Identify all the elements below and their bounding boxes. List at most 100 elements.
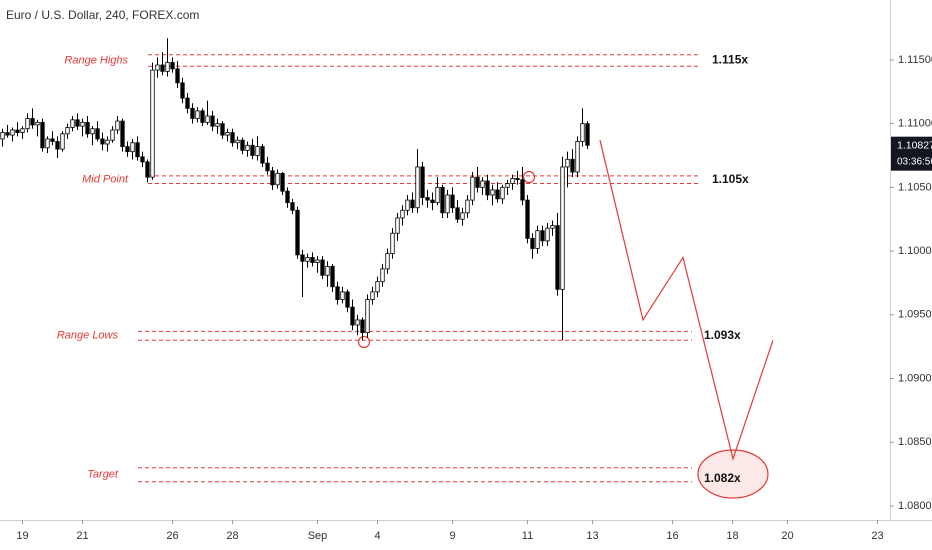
candle-body (90, 128, 95, 135)
y-tick-label: 1.09000 (898, 372, 932, 384)
candle-body (180, 82, 185, 99)
candle-body (415, 166, 420, 209)
candle-body (160, 64, 165, 72)
candle-body (325, 265, 330, 276)
candle-body (215, 123, 220, 127)
x-tick-label: 21 (76, 530, 88, 542)
candle-body (440, 186, 445, 214)
chart-title: Euro / U.S. Dollar, 240, FOREX.com (6, 8, 199, 22)
candle-body (395, 217, 400, 234)
candle-body (560, 166, 565, 290)
candle-body (225, 132, 230, 136)
current-price-label: 1.10827 (897, 139, 932, 151)
candle-body (200, 110, 205, 123)
y-tick-label: 1.11000 (898, 118, 932, 130)
candle-body (195, 110, 200, 119)
candle-body (315, 259, 320, 263)
candle-body (290, 202, 295, 211)
candle-body (30, 118, 35, 126)
candle-body (510, 178, 515, 184)
candle-body (5, 132, 10, 136)
candle-body (190, 107, 195, 119)
candle-body (350, 306, 355, 326)
candle-body (310, 257, 315, 263)
candle-body (405, 199, 410, 211)
candle-body (235, 139, 240, 144)
x-tick-label: 13 (586, 530, 598, 542)
y-tick-label: 1.10500 (898, 181, 932, 193)
level-price-label: 1.093x (704, 328, 741, 342)
candle-body (330, 265, 335, 288)
candle-body (340, 291, 345, 300)
y-tick-label: 1.09500 (898, 309, 932, 321)
candle-body (40, 121, 45, 149)
candle-body (345, 291, 350, 308)
candle-body (260, 146, 265, 164)
candle-body (320, 259, 325, 276)
candle-body (475, 176, 480, 188)
candle-body (45, 138, 50, 149)
x-tick-label: 20 (781, 530, 793, 542)
candle-body (185, 97, 190, 109)
candle-body (495, 189, 500, 200)
candle-body (365, 299, 370, 334)
candle-body (145, 161, 150, 178)
candle-body (580, 123, 585, 142)
candle-body (450, 194, 455, 209)
level-label: Mid Point (82, 174, 129, 186)
candle-body (85, 121, 90, 135)
candle-body (100, 138, 105, 145)
candle-body (105, 139, 110, 145)
candle-body (515, 178, 520, 181)
candle-body (270, 170, 275, 186)
candle-body (380, 268, 385, 283)
candle-body (230, 132, 235, 144)
candle-body (240, 139, 245, 151)
x-tick-label: 4 (374, 530, 380, 542)
candle-body (470, 176, 475, 201)
candle-body (50, 138, 55, 142)
candle-body (360, 319, 365, 334)
candle-body (585, 123, 590, 146)
candle-body (480, 180, 485, 188)
candle-body (400, 209, 405, 219)
candle-body (575, 141, 580, 173)
candle-body (485, 180, 490, 196)
candle-body (540, 230, 545, 242)
candle-body (10, 129, 15, 136)
candle-body (490, 189, 495, 196)
candle-body (285, 190, 290, 204)
candle-body (130, 142, 135, 153)
candle-body (0, 132, 5, 140)
candle-body (20, 128, 25, 133)
candle-body (555, 225, 560, 290)
candle-body (420, 166, 425, 198)
candle-body (35, 121, 40, 126)
x-tick-label: 16 (666, 530, 678, 542)
candle-body (390, 232, 395, 255)
candle-body (15, 129, 20, 133)
level-label: Target (87, 469, 119, 481)
candle-body (545, 227, 550, 242)
countdown-label: 03:36:56 (897, 156, 932, 167)
candle-body (280, 172, 285, 192)
x-tick-label: 26 (166, 530, 178, 542)
level-price-label: 1.082x (704, 471, 741, 485)
x-tick-label: 11 (522, 530, 533, 542)
candle-body (435, 186, 440, 204)
x-tick-label: 23 (871, 530, 883, 542)
y-tick-label: 1.08000 (898, 500, 932, 512)
candle-body (295, 209, 300, 256)
level-price-label: 1.105x (712, 172, 749, 186)
candle-body (150, 69, 155, 178)
candle-body (455, 207, 460, 220)
candle-body (570, 158, 575, 173)
candle-body (520, 179, 525, 201)
candle-body (525, 199, 530, 239)
candle-body (535, 230, 540, 249)
candle-body (370, 291, 375, 300)
candle-body (305, 257, 310, 262)
candle-body (125, 146, 130, 153)
